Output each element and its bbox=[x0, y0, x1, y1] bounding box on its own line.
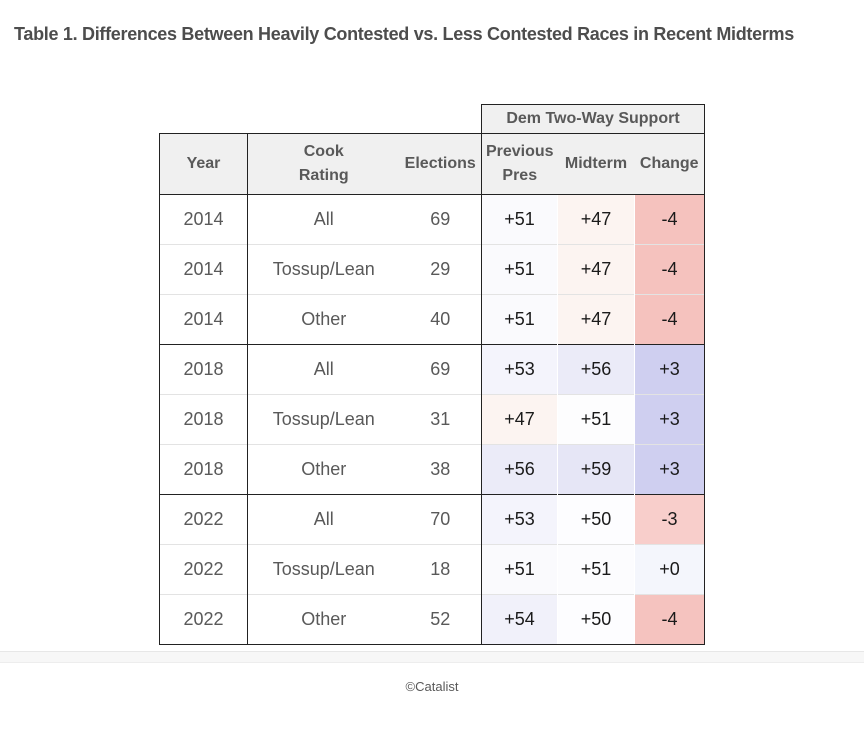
cell-cook-rating: Tossup/Lean bbox=[247, 393, 400, 445]
cell-year: 2018 bbox=[159, 393, 248, 445]
page-title: Table 1. Differences Between Heavily Con… bbox=[14, 24, 794, 44]
col-header-previous-pres: Previous Pres bbox=[481, 132, 558, 195]
cell-previous-pres: +51 bbox=[481, 193, 558, 245]
cell-elections: 40 bbox=[399, 293, 482, 345]
cell-midterm: +47 bbox=[557, 243, 635, 295]
cell-previous-pres: +56 bbox=[481, 443, 558, 495]
cell-previous-pres: +51 bbox=[481, 243, 558, 295]
cell-previous-pres: +51 bbox=[481, 543, 558, 595]
cell-change: -4 bbox=[634, 193, 705, 245]
cell-year: 2022 bbox=[159, 593, 248, 645]
cell-midterm: +47 bbox=[557, 193, 635, 245]
cell-elections: 29 bbox=[399, 243, 482, 295]
column-header-row: Year Cook Rating Elections Previous Pres… bbox=[159, 132, 705, 195]
cell-elections: 38 bbox=[399, 443, 482, 495]
span-header-row: Dem Two-Way Support bbox=[159, 103, 705, 134]
table-row: 2018 Other 38 +56 +59 +3 bbox=[159, 443, 705, 495]
col-header-year: Year bbox=[159, 132, 248, 195]
cell-change: +3 bbox=[634, 443, 705, 495]
cell-previous-pres: +53 bbox=[481, 343, 558, 395]
cell-year: 2014 bbox=[159, 293, 248, 345]
table-row: 2022 Tossup/Lean 18 +51 +51 +0 bbox=[159, 543, 705, 595]
cell-change: -4 bbox=[634, 293, 705, 345]
cell-year: 2022 bbox=[159, 543, 248, 595]
cell-cook-rating: All bbox=[247, 193, 400, 245]
span-header-dem-two-way-support: Dem Two-Way Support bbox=[481, 103, 705, 134]
table-row: 2018 All 69 +53 +56 +3 bbox=[159, 343, 705, 395]
cell-midterm: +56 bbox=[557, 343, 635, 395]
table-row: 2014 All 69 +51 +47 -4 bbox=[159, 193, 705, 245]
cell-change: -4 bbox=[634, 243, 705, 295]
table-row: 2018 Tossup/Lean 31 +47 +51 +3 bbox=[159, 393, 705, 445]
cell-elections: 52 bbox=[399, 593, 482, 645]
midterms-table: Dem Two-Way Support Year Cook Rating Ele… bbox=[159, 103, 705, 645]
cell-elections: 18 bbox=[399, 543, 482, 595]
col-header-cook-rating: Cook Rating bbox=[247, 132, 400, 195]
table-row: 2014 Other 40 +51 +47 -4 bbox=[159, 293, 705, 345]
cell-cook-rating: Other bbox=[247, 443, 400, 495]
cell-midterm: +50 bbox=[557, 593, 635, 645]
cell-cook-rating: Other bbox=[247, 293, 400, 345]
table-container: Dem Two-Way Support Year Cook Rating Ele… bbox=[0, 103, 864, 645]
credit-text: ©Catalist bbox=[405, 678, 459, 694]
cell-year: 2018 bbox=[159, 443, 248, 495]
cell-previous-pres: +51 bbox=[481, 293, 558, 345]
cell-cook-rating: All bbox=[247, 343, 400, 395]
cell-year: 2022 bbox=[159, 493, 248, 545]
cell-previous-pres: +53 bbox=[481, 493, 558, 545]
table-row: 2014 Tossup/Lean 29 +51 +47 -4 bbox=[159, 243, 705, 295]
table-row: 2022 All 70 +53 +50 -3 bbox=[159, 493, 705, 545]
col-header-elections: Elections bbox=[399, 132, 482, 195]
col-header-midterm: Midterm bbox=[557, 132, 635, 195]
cell-year: 2014 bbox=[159, 243, 248, 295]
cell-midterm: +51 bbox=[557, 393, 635, 445]
cell-cook-rating: Tossup/Lean bbox=[247, 543, 400, 595]
cell-elections: 70 bbox=[399, 493, 482, 545]
cell-change: -4 bbox=[634, 593, 705, 645]
cell-midterm: +50 bbox=[557, 493, 635, 545]
cell-cook-rating: Tossup/Lean bbox=[247, 243, 400, 295]
cell-change: +3 bbox=[634, 393, 705, 445]
cell-change: +0 bbox=[634, 543, 705, 595]
cell-year: 2014 bbox=[159, 193, 248, 245]
cell-change: +3 bbox=[634, 343, 705, 395]
cell-midterm: +59 bbox=[557, 443, 635, 495]
cell-cook-rating: All bbox=[247, 493, 400, 545]
cell-cook-rating: Other bbox=[247, 593, 400, 645]
span-header-spacer bbox=[159, 104, 482, 134]
cell-elections: 31 bbox=[399, 393, 482, 445]
col-header-change: Change bbox=[634, 132, 705, 195]
cell-elections: 69 bbox=[399, 193, 482, 245]
cell-change: -3 bbox=[634, 493, 705, 545]
cell-previous-pres: +54 bbox=[481, 593, 558, 645]
table-row: 2022 Other 52 +54 +50 -4 bbox=[159, 593, 705, 645]
footer-divider bbox=[0, 650, 864, 663]
cell-elections: 69 bbox=[399, 343, 482, 395]
cell-year: 2018 bbox=[159, 343, 248, 395]
cell-previous-pres: +47 bbox=[481, 393, 558, 445]
cell-midterm: +47 bbox=[557, 293, 635, 345]
cell-midterm: +51 bbox=[557, 543, 635, 595]
